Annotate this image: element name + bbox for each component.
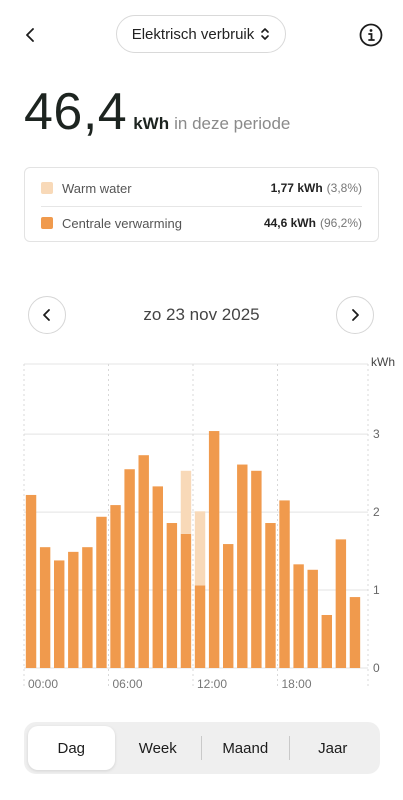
bar-segment	[68, 551, 79, 668]
info-icon	[359, 23, 383, 47]
legend-swatch	[41, 182, 53, 194]
y-tick-label: 0	[373, 661, 380, 675]
total-usage: 46,4 kWh in deze periode	[24, 82, 290, 142]
bar-segment	[307, 569, 318, 668]
bar-segment	[124, 469, 135, 668]
bar-segment	[194, 511, 206, 586]
tab-week[interactable]: Week	[138, 739, 177, 757]
legend-swatch	[41, 217, 53, 229]
bar-segment	[110, 505, 121, 668]
y-tick-label: 2	[373, 505, 380, 519]
bar-segment	[180, 533, 192, 668]
bar-segment	[208, 431, 220, 668]
bar-segment	[194, 585, 206, 668]
previous-day-button[interactable]	[28, 296, 66, 334]
bar-segment	[54, 560, 65, 668]
legend-row-warm-water: Warm water 1,77 kWh (3,8%)	[41, 170, 362, 207]
bar-segment	[321, 614, 332, 668]
bar-segment	[82, 547, 93, 668]
legend-kwh: 1,77 kWh	[270, 181, 323, 195]
y-axis-unit: kWh	[371, 355, 395, 369]
date-label: zo 23 nov 2025	[143, 305, 260, 324]
legend-percentage: (96,2%)	[319, 216, 362, 230]
legend-row-central-heating: Centrale verwarming 44,6 kWh (96,2%)	[41, 205, 362, 241]
bar-segment	[96, 516, 107, 668]
bar-segment	[39, 547, 51, 668]
bar-segment	[223, 544, 234, 668]
next-day-button[interactable]	[336, 296, 374, 334]
legend-label: Centrale verwarming	[62, 215, 182, 231]
bar-segment	[152, 486, 163, 668]
y-tick-label: 3	[373, 427, 380, 441]
tab-day[interactable]: Dag	[28, 726, 115, 770]
bar-segment	[237, 464, 248, 668]
back-button[interactable]	[16, 20, 46, 50]
legend-kwh: 44,6 kWh	[263, 216, 316, 230]
top-bar: Elektrisch verbruik	[0, 0, 403, 70]
bar-segment	[251, 470, 262, 668]
chevron-left-icon	[43, 309, 50, 321]
tab-divider	[201, 736, 202, 760]
period-selector: Dag Week Maand Jaar	[24, 722, 380, 774]
total-unit: kWh	[133, 114, 170, 133]
chevron-up-down-icon	[261, 28, 270, 40]
tab-year[interactable]: Jaar	[318, 739, 348, 757]
bar-segment	[335, 539, 347, 668]
bar-segment	[293, 564, 304, 668]
bar-segment	[349, 597, 361, 668]
tab-divider	[288, 736, 290, 760]
x-tick-label: 18:00	[282, 677, 312, 691]
info-button[interactable]	[358, 22, 384, 48]
legend-card: Warm water 1,77 kWh (3,8%) Centrale verw…	[24, 167, 379, 242]
legend-label: Warm water	[62, 180, 132, 196]
chevron-left-icon	[26, 28, 34, 42]
usage-chart[interactable]: 0 1 2 3 kWh 00:00 06:00 12:00 18:00	[0, 350, 403, 695]
bar-segment	[138, 455, 149, 668]
bar-segment	[166, 523, 178, 668]
legend-percentage: (3,8%)	[326, 181, 362, 195]
tab-month[interactable]: Maand	[222, 739, 269, 757]
meter-selector-label: Elektrisch verbruik	[131, 25, 255, 43]
bar-segment	[180, 470, 192, 534]
y-tick-label: 1	[373, 583, 380, 597]
total-value: 46,4	[24, 83, 128, 141]
bar-segment	[279, 500, 290, 668]
bar-segment	[25, 494, 37, 668]
x-tick-label: 00:00	[28, 677, 58, 691]
meter-selector[interactable]: Elektrisch verbruik	[116, 15, 286, 53]
x-tick-label: 12:00	[197, 677, 227, 691]
total-suffix: in deze periode	[174, 114, 291, 133]
x-tick-label: 06:00	[113, 677, 143, 691]
chevron-right-icon	[352, 309, 359, 321]
bar-segment	[265, 523, 276, 668]
